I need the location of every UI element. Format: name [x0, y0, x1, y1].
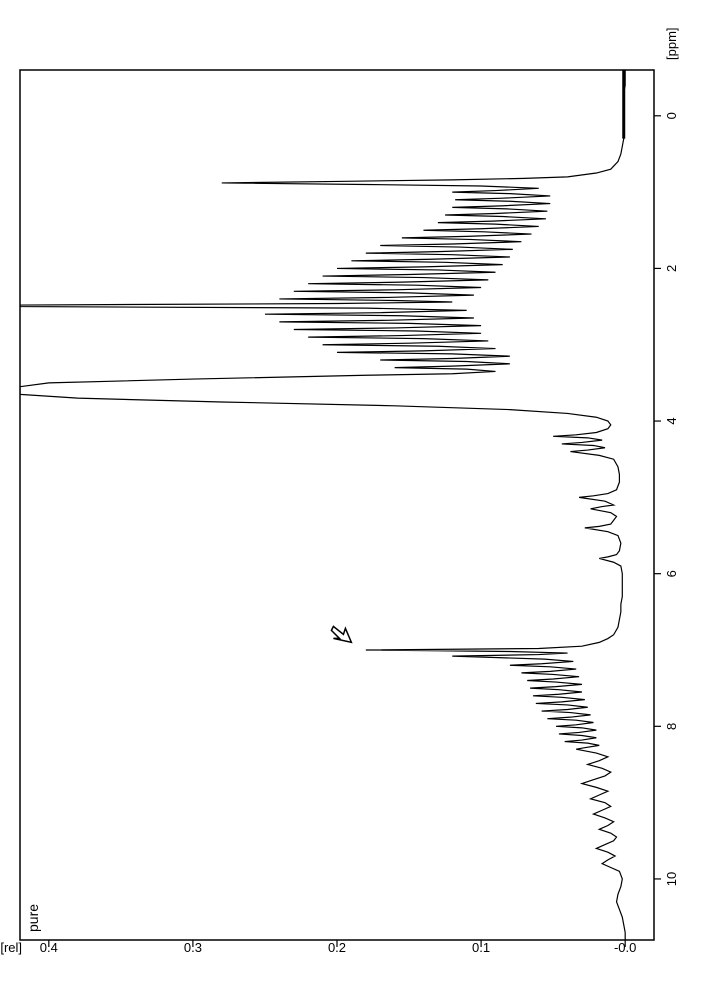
x-axis-label: [ppm] — [664, 27, 679, 60]
x-tick-label: 6 — [664, 570, 679, 577]
y-tick-label: 0.4 — [40, 940, 58, 955]
chart-title: pure — [25, 904, 41, 932]
chart-svg: 10 8 6 4 2 0 [ppm] -0.0 0.1 0.2 0.3 0.4 [rel]pure — [0, 0, 709, 1000]
x-tick-label: 8 — [664, 723, 679, 730]
x-tick-label: 0 — [664, 112, 679, 119]
x-tick-label: 2 — [664, 265, 679, 272]
y-tick-label: 0.2 — [328, 940, 346, 955]
x-tick-label: 4 — [664, 417, 679, 424]
nmr-spectrum-chart: 10 8 6 4 2 0 [ppm] -0.0 0.1 0.2 0.3 0.4 [rel]pure — [0, 0, 709, 1000]
x-tick-label: 10 — [664, 872, 679, 886]
y-axis-label: [rel] — [0, 940, 22, 955]
y-tick-label: -0.0 — [614, 940, 636, 955]
y-tick-label: 0.1 — [472, 940, 490, 955]
y-tick-label: 0.3 — [184, 940, 202, 955]
